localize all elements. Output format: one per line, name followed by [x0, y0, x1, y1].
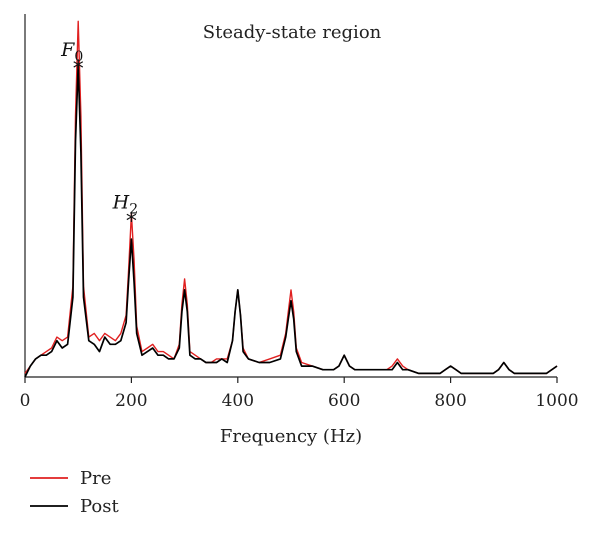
series-line-post	[24, 63, 558, 378]
annotation-label: H2	[112, 192, 138, 218]
x-ticks: 0 200 400 600 800 1000	[20, 377, 579, 411]
annotation-label-subscript: 2	[129, 202, 138, 218]
x-tick-label: 600	[328, 391, 360, 411]
series-group	[24, 20, 558, 378]
chart-title: Steady-state region	[203, 22, 382, 43]
x-tick-label: 200	[115, 391, 147, 411]
annotations: *F0*H2	[60, 39, 138, 234]
annotation-label-base: F	[60, 39, 75, 61]
plot-area: 0 200 400 600 800 1000 *F0*H2	[20, 14, 579, 411]
annotation-label: F0	[60, 39, 83, 65]
x-axis-label: Frequency (Hz)	[220, 426, 362, 447]
annotation-asterisk: *	[126, 210, 137, 235]
annotation-asterisk: *	[73, 57, 84, 82]
x-tick-label: 800	[434, 391, 466, 411]
x-tick-label: 1000	[535, 391, 578, 411]
legend-label-pre: Pre	[80, 468, 111, 489]
x-tick-label: 0	[20, 391, 31, 411]
annotation-label-base: H	[112, 192, 130, 214]
annotation-label-subscript: 0	[74, 49, 83, 65]
series-line-pre	[24, 20, 558, 375]
legend-label-post: Post	[80, 496, 119, 517]
x-tick-label: 400	[222, 391, 254, 411]
legend: Pre Post	[30, 468, 119, 517]
